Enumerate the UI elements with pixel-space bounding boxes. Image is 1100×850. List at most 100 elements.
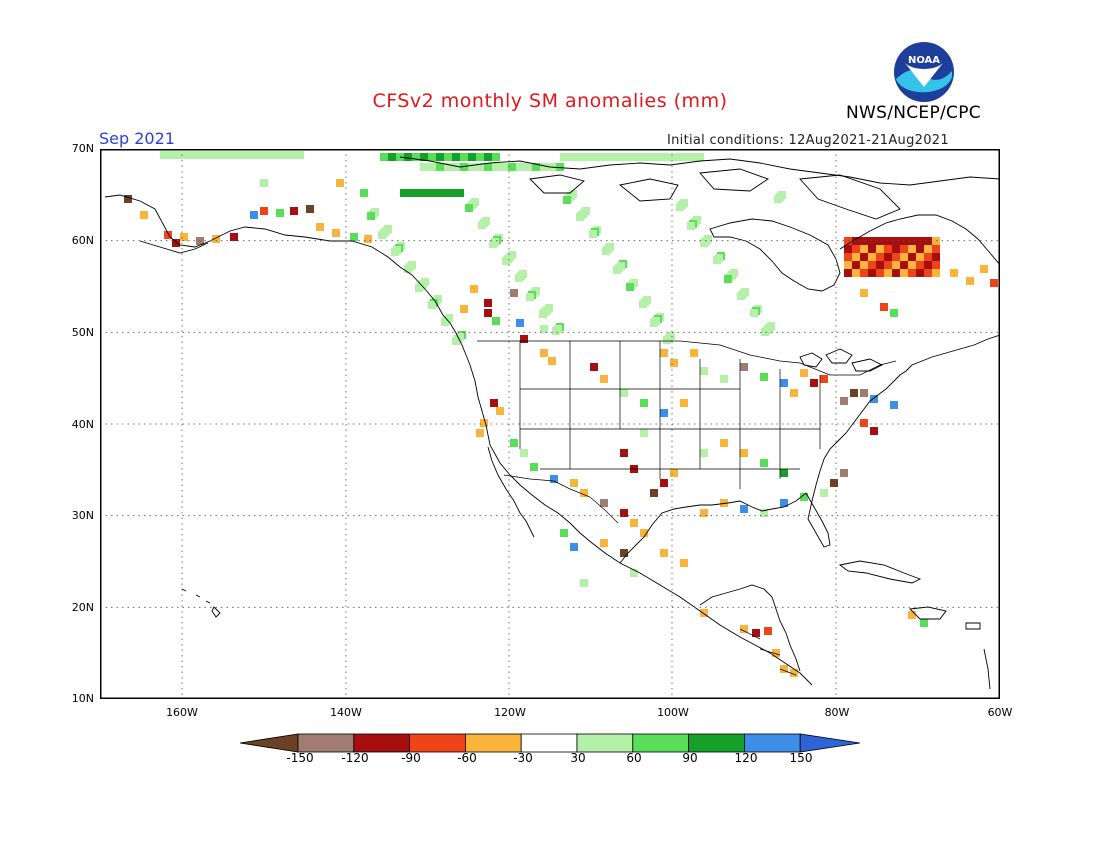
anomaly-cell — [620, 549, 628, 557]
anomaly-cell — [456, 189, 464, 197]
anomaly-cell — [540, 325, 548, 333]
lat-label-20n: 20N — [71, 601, 94, 614]
anomaly-cell — [870, 427, 878, 435]
colorbar-tick: 90 — [682, 751, 698, 765]
anomaly-cell — [780, 499, 788, 507]
anomaly-cell — [990, 279, 998, 287]
anomaly-cell — [876, 245, 884, 253]
anomaly-cell — [780, 469, 788, 477]
anomaly-cell — [630, 569, 638, 577]
anomaly-cell — [492, 153, 500, 161]
anomaly-cell — [180, 233, 188, 241]
colorbar-segment — [353, 733, 411, 753]
anomaly-cell — [260, 207, 268, 215]
anomaly-cell — [336, 179, 344, 187]
hawaii-islands — [181, 588, 221, 618]
agency-label: NWS/NCEP/CPC — [846, 103, 981, 123]
anomaly-map — [100, 149, 1000, 699]
anomaly-cell — [680, 559, 688, 567]
anomaly-cell — [602, 247, 610, 255]
anomaly-cell — [502, 257, 510, 265]
anomaly-cell — [790, 669, 798, 677]
anomaly-cell — [568, 153, 576, 161]
anomaly-cell — [672, 153, 680, 161]
anomaly-cell — [484, 309, 492, 317]
anomaly-cell — [600, 499, 608, 507]
anomaly-cell — [700, 239, 708, 247]
anomaly-cell — [216, 151, 224, 159]
anomaly-cell — [700, 509, 708, 517]
colorbar-segment — [799, 733, 861, 753]
anomaly-cell — [520, 449, 528, 457]
anomaly-cell — [256, 151, 264, 159]
anomaly-cell — [752, 629, 760, 637]
anomaly-cell — [415, 284, 423, 292]
anomaly-cell — [884, 269, 892, 277]
anomaly-cell — [184, 151, 192, 159]
anomaly-cell — [924, 261, 932, 269]
anomaly-cell — [840, 469, 848, 477]
anomaly-cell — [650, 489, 658, 497]
anomaly-cell — [316, 223, 324, 231]
anomaly-cell — [306, 205, 314, 213]
us-canada-border — [477, 340, 897, 376]
anomaly-cell — [388, 153, 396, 161]
anomaly-cell — [436, 153, 444, 161]
anomaly-cell — [468, 153, 476, 161]
anomaly-cell — [868, 269, 876, 277]
cuba — [838, 560, 922, 584]
anomaly-cell — [884, 261, 892, 269]
anomaly-cell — [760, 509, 768, 517]
anomaly-cell — [924, 237, 932, 245]
anomaly-cell — [360, 189, 368, 197]
noaa-logo-text: NOAA — [908, 55, 940, 66]
anomaly-cell — [412, 153, 420, 161]
anomaly-cell — [420, 163, 428, 171]
anomaly-cell — [920, 619, 928, 627]
anomaly-cell — [737, 292, 745, 300]
colorbar-tick: -30 — [513, 751, 533, 765]
anomaly-cell — [892, 261, 900, 269]
anomaly-cell — [391, 248, 399, 256]
anomaly-cell — [264, 151, 272, 159]
anomaly-cell — [884, 253, 892, 261]
anomaly-cell — [560, 153, 568, 161]
anomaly-cell — [400, 189, 408, 197]
anomaly-cell — [489, 240, 497, 248]
anomaly-cell — [720, 375, 728, 383]
arctic-island-3 — [699, 168, 769, 192]
yucatan-coastline — [699, 584, 801, 672]
map-title: CFSv2 monthly SM anomalies (mm) — [372, 90, 728, 112]
anomaly-cell — [212, 235, 220, 243]
anomaly-cell — [852, 245, 860, 253]
anomaly-cell — [626, 283, 634, 291]
noaa-logo: NOAA — [894, 42, 954, 102]
anomaly-cell — [560, 529, 568, 537]
anomaly-cell — [350, 233, 358, 241]
colorbar-tick: -150 — [286, 751, 314, 765]
anomaly-cell — [966, 277, 974, 285]
anomaly-cell — [248, 151, 256, 159]
anomaly-cell — [688, 153, 696, 161]
anomaly-cell — [540, 163, 548, 171]
anomaly-cell — [916, 269, 924, 277]
anomaly-cell — [980, 265, 988, 273]
anomaly-cell — [670, 359, 678, 367]
anomaly-cell — [660, 349, 668, 357]
anomaly-cell — [830, 479, 838, 487]
anomaly-cell — [868, 237, 876, 245]
anomaly-cell — [860, 245, 868, 253]
pacific-coastline — [104, 194, 813, 686]
anomaly-cell — [780, 665, 788, 673]
anomaly-cell — [332, 229, 340, 237]
anomaly-cell — [860, 261, 868, 269]
anomaly-cell — [640, 153, 648, 161]
anomaly-cell — [876, 261, 884, 269]
political-borders — [477, 340, 897, 676]
anomaly-cell — [172, 239, 180, 247]
anomaly-cell — [272, 151, 280, 159]
anomaly-cell — [465, 204, 473, 212]
anomaly-cell — [378, 231, 386, 239]
anomaly-cell — [868, 245, 876, 253]
anomaly-cell — [664, 153, 672, 161]
